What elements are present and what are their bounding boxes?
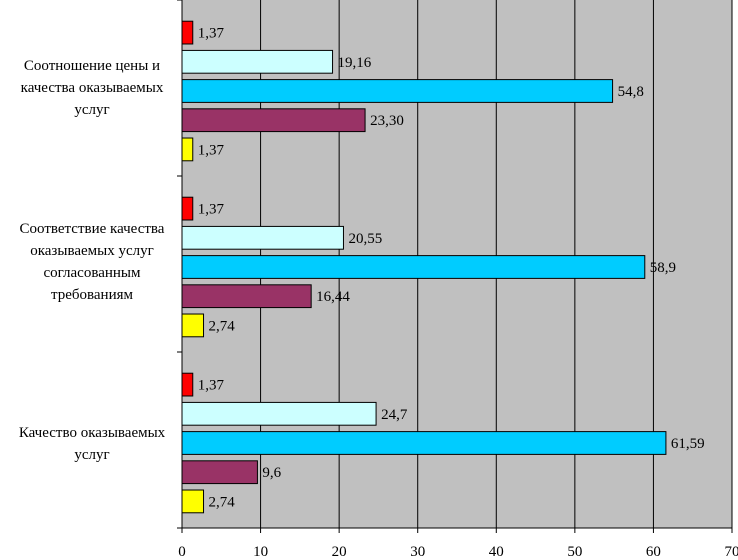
data-label: 2,74: [209, 494, 236, 510]
x-tick-label: 40: [489, 544, 504, 560]
data-label: 23,30: [370, 113, 404, 129]
data-label: 54,8: [618, 84, 644, 100]
bar: [181, 137, 194, 162]
x-tick-label: 20: [332, 544, 347, 560]
data-labels: 1,37 19,16 54,8 23,30 1,37 1,37 20,55 58,9 16,44…: [198, 26, 705, 511]
category-label-quality: Качество оказываемых услуг: [18, 425, 166, 463]
data-label: 20,55: [348, 231, 382, 247]
x-tick-label: 60: [646, 544, 661, 560]
data-label: 58,9: [650, 260, 676, 276]
bar: [181, 431, 667, 455]
bar: [181, 489, 205, 514]
bars: [181, 20, 667, 514]
bar: [181, 372, 194, 397]
data-label: 1,37: [198, 378, 225, 394]
bar: [181, 255, 646, 279]
bar: [181, 49, 334, 74]
data-label: 16,44: [316, 289, 350, 305]
data-label: 2,74: [209, 318, 236, 334]
bar: [181, 401, 377, 426]
x-tick-label: 30: [410, 544, 425, 560]
x-tick-labels: 0 10 20 30 40 50 60 70: [178, 544, 738, 560]
bar: [181, 196, 194, 221]
bar: [181, 460, 258, 485]
category-label-price-quality: Соотношение цены и качества оказываемых …: [20, 58, 164, 118]
data-label: 24,7: [381, 407, 408, 423]
bar: [181, 79, 614, 103]
data-label: 1,37: [198, 26, 225, 42]
bar: [181, 225, 344, 250]
data-label: 9,6: [262, 465, 281, 481]
x-tick-label: 70: [725, 544, 738, 560]
data-label: 1,37: [198, 142, 225, 158]
bar: [181, 108, 366, 133]
axes: [177, 0, 733, 533]
bar: [181, 284, 312, 309]
x-tick-label: 50: [567, 544, 582, 560]
data-label: 1,37: [198, 202, 225, 218]
x-tick-label: 10: [253, 544, 268, 560]
bar: [181, 313, 205, 338]
x-tick-label: 0: [178, 544, 186, 560]
bar: [181, 20, 194, 45]
data-label: 61,59: [671, 436, 705, 452]
data-label: 19,16: [338, 55, 372, 71]
category-label-compliance: Соответствие качества оказываемых услуг …: [19, 221, 165, 303]
